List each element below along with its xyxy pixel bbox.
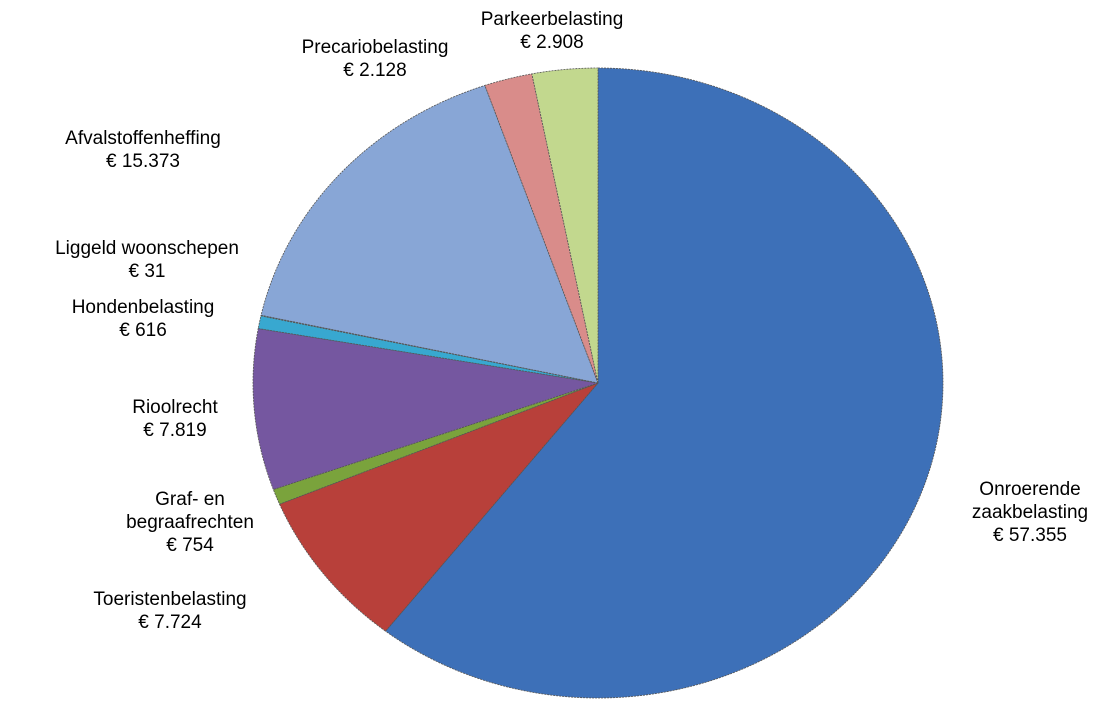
value-label: € 754	[166, 535, 214, 556]
category-name: Graf- en begraafrechten	[126, 489, 254, 533]
value-label: € 31	[128, 261, 166, 282]
slice-label: Parkeerbelasting € 2.908	[481, 8, 624, 54]
pie-slice	[260, 84, 599, 384]
value-label: € 616	[119, 320, 167, 341]
slice-label: Afvalstoffenheffing € 15.373	[65, 127, 221, 173]
category-name: Afvalstoffenheffing	[65, 128, 221, 149]
value-label: € 15.373	[106, 151, 180, 172]
category-name: Toeristenbelasting	[93, 589, 247, 610]
category-name: Hondenbelasting	[71, 297, 215, 318]
pie-slice	[252, 328, 599, 490]
slice-label: Toeristenbelasting € 7.724	[93, 588, 246, 634]
value-label: € 2.908	[520, 32, 584, 53]
pie-slice	[279, 382, 599, 632]
category-name: Onroerende zaakbelasting	[971, 479, 1089, 523]
slice-label: Graf- en begraafrechten € 754	[115, 488, 265, 557]
slice-label: Hondenbelasting € 616	[72, 296, 215, 342]
pie-slice	[531, 67, 599, 384]
category-name: Rioolrecht	[132, 397, 218, 418]
value-label: € 57.355	[993, 525, 1067, 546]
value-label: € 7.819	[143, 420, 207, 441]
value-label: € 2.128	[343, 60, 407, 81]
pie-slice	[384, 67, 944, 699]
slice-label: Precariobelasting € 2.128	[302, 36, 449, 82]
slice-label: Rioolrecht € 7.819	[132, 396, 218, 442]
category-name: Parkeerbelasting	[480, 9, 624, 30]
slice-label: Onroerende zaakbelasting € 57.355	[955, 478, 1102, 547]
category-name: Precariobelasting	[301, 37, 449, 58]
slice-label: Liggeld woonschepen € 31	[55, 237, 239, 283]
pie-slice	[272, 382, 599, 505]
value-label: € 7.724	[138, 612, 202, 633]
category-name: Liggeld woonschepen	[55, 238, 239, 259]
